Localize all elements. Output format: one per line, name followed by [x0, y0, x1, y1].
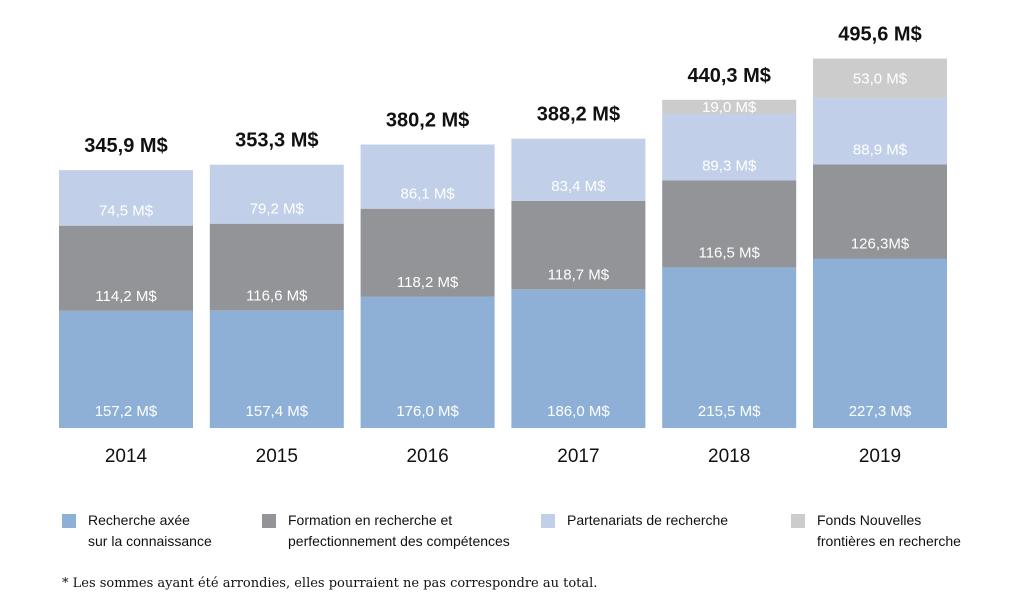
legend-label-recherche: Recherche axée sur la connaissance: [88, 512, 212, 549]
data-label-2017-formation-en-recherche-et: 118,7 M$: [548, 266, 610, 283]
data-label-2017-partenariats-de-recherche: 83,4 M$: [551, 178, 606, 195]
bar-2016-recherche-axee: [360, 296, 495, 428]
x-tick-label-2016: 2016: [406, 446, 448, 467]
stacked-bar-chart: 157,2 M$ 114,2 M$ 74,5 M$ 345,9 M$ 2014 157,4…: [59, 24, 947, 467]
data-label-2017-recherche-axee: 186,0 M$: [547, 403, 610, 420]
bar-2016-partenariats-de-recherche: [360, 144, 495, 209]
bar-2019-recherche-axee: [813, 258, 947, 428]
bar-2017-recherche-axee: [511, 289, 646, 428]
footnote: * Les sommes ayant été arrondies, elles …: [62, 576, 598, 591]
legend-label-partenariats: Partenariats de recherche: [567, 512, 729, 528]
bar-2019-fonds-nouvelles: [813, 58, 947, 99]
data-label-2018-fonds-nouvelles: 19,0 M$: [702, 99, 757, 116]
data-label-2015-formation-en-recherche-et: 116,6 M$: [246, 288, 308, 305]
total-label-2019: 495,6 M$: [838, 24, 921, 46]
bar-2018-recherche-axee: [662, 267, 797, 428]
total-label-2014: 345,9 M$: [84, 135, 167, 157]
x-tick-label-2015: 2015: [256, 446, 298, 467]
data-label-2019-partenariats-de-recherche: 88,9 M$: [853, 141, 908, 158]
bar-2017-partenariats-de-recherche: [511, 138, 646, 201]
legend-label-formation: Formation en recherche et perfectionneme…: [288, 512, 510, 549]
bar-2019-partenariats-de-recherche: [813, 98, 947, 165]
bar-2015-recherche-axee: [209, 310, 344, 428]
bar-2018-formation-en-recherche-et: [662, 180, 797, 268]
legend-swatch-partenariats: [541, 514, 555, 528]
bar-2018-partenariats-de-recherche: [662, 113, 797, 181]
x-tick-label-2017: 2017: [557, 446, 599, 467]
data-label-2016-recherche-axee: 176,0 M$: [396, 403, 459, 420]
data-label-2018-formation-en-recherche-et: 116,5 M$: [698, 244, 760, 261]
bar-2014-recherche-axee: [59, 310, 193, 428]
data-label-2015-partenariats-de-recherche: 79,2 M$: [250, 201, 305, 218]
legend-item-partenariats: Partenariats de recherche: [541, 510, 728, 531]
bar-2016-formation-en-recherche-et: [360, 208, 495, 297]
bar-2019-formation-en-recherche-et: [813, 164, 947, 259]
legend-swatch-recherche: [62, 514, 76, 528]
x-tick-label-2014: 2014: [105, 446, 148, 467]
data-label-2014-partenariats-de-recherche: 74,5 M$: [99, 203, 154, 220]
bar-2014-partenariats-de-recherche: [59, 170, 193, 226]
legend-item-recherche: Recherche axée sur la connaissance: [62, 510, 212, 552]
legend-item-formation: Formation en recherche et perfectionneme…: [262, 510, 510, 552]
bar-2018-fonds-nouvelles: [662, 99, 797, 114]
data-label-2019-recherche-axee: 227,3 M$: [849, 403, 912, 420]
total-label-2016: 380,2 M$: [386, 110, 469, 132]
data-label-2016-partenariats-de-recherche: 86,1 M$: [400, 186, 455, 203]
legend-swatch-formation: [262, 514, 276, 528]
data-label-2018-recherche-axee: 215,5 M$: [698, 403, 761, 420]
total-label-2018: 440,3 M$: [688, 65, 771, 87]
total-label-2015: 353,3 M$: [235, 130, 318, 152]
data-label-2014-recherche-axee: 157,2 M$: [95, 403, 158, 420]
legend-item-fonds: Fonds Nouvelles frontières en recherche: [791, 510, 961, 552]
data-label-2014-formation-en-recherche-et: 114,2 M$: [95, 288, 157, 305]
bar-2014-formation-en-recherche-et: [59, 225, 193, 311]
data-label-2019-formation-en-recherche-et: 126,3M$: [851, 236, 910, 253]
data-label-2016-formation-en-recherche-et: 118,2 M$: [397, 274, 459, 291]
x-tick-label-2019: 2019: [859, 446, 901, 467]
legend-swatch-fonds: [791, 514, 805, 528]
data-label-2018-partenariats-de-recherche: 89,3 M$: [702, 158, 757, 175]
legend-label-fonds: Fonds Nouvelles frontières en recherche: [817, 512, 961, 549]
total-label-2017: 388,2 M$: [537, 104, 620, 126]
bar-2015-partenariats-de-recherche: [209, 164, 344, 224]
data-label-2019-fonds-nouvelles: 53,0 M$: [853, 70, 908, 87]
data-label-2015-recherche-axee: 157,4 M$: [246, 403, 309, 420]
x-tick-label-2018: 2018: [708, 446, 750, 467]
bar-2015-formation-en-recherche-et: [209, 223, 344, 311]
bar-2017-formation-en-recherche-et: [511, 200, 646, 290]
legend: Recherche axée sur la connaissance Forma…: [0, 510, 1013, 560]
